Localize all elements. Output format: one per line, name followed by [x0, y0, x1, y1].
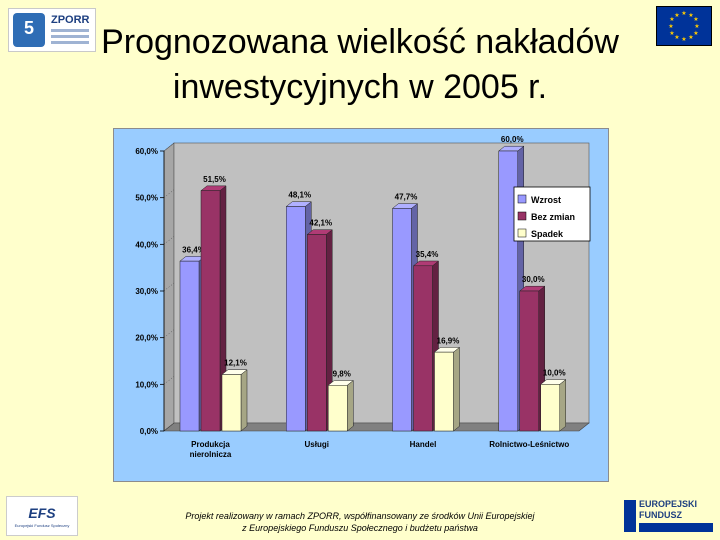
y-tick-label: 10,0%	[135, 380, 158, 389]
bar	[286, 206, 306, 432]
bar	[413, 265, 433, 432]
footer-line1: Projekt realizowany w ramach ZPORR, wspó…	[185, 511, 535, 521]
x-category-label: Handel	[410, 440, 437, 449]
bar	[179, 260, 200, 432]
y-tick-guide	[163, 329, 175, 338]
legend-swatch	[517, 194, 527, 204]
data-label: 12,1%	[224, 359, 247, 368]
footer-note: Projekt realizowany w ramach ZPORR, wspó…	[140, 510, 580, 534]
fundusz-logo-line1: EUROPEJSKI	[639, 499, 698, 509]
svg-text:★: ★	[693, 30, 698, 37]
chart-frame: 0,0% 10,0% 20,0% 30,0% 40,0% 50,0% 60,0% 36,4% 5…	[113, 128, 609, 482]
svg-text:★: ★	[693, 16, 698, 23]
legend-label: Wzrost	[531, 195, 561, 205]
bar-side	[240, 369, 248, 432]
x-category-label: Produkcja	[191, 440, 230, 449]
y-tick-label: 0,0%	[140, 427, 158, 436]
svg-text:★: ★	[688, 12, 693, 19]
svg-text:★: ★	[674, 12, 679, 19]
page-title: Prognozowana wielkość nakładów inwestycy…	[40, 20, 680, 110]
y-tick-guide	[163, 236, 175, 245]
zporr-logo-lines	[51, 29, 89, 47]
zporr-logo-number: 5	[23, 18, 34, 38]
x-category-label: nierolnicza	[190, 450, 232, 459]
y-tick-guide	[163, 376, 175, 385]
svg-text:★: ★	[694, 23, 699, 30]
bar	[328, 385, 348, 432]
y-tick-label: 40,0%	[135, 240, 158, 249]
fundusz-logo-text: EUROPEJSKI FUNDUSZ	[639, 499, 713, 521]
svg-text:★: ★	[668, 23, 673, 30]
svg-text:★: ★	[674, 34, 679, 41]
data-label: 60,0%	[501, 135, 524, 144]
efs-logo-subtext: Europejski Fundusz Społeczny	[14, 523, 70, 528]
bar	[221, 374, 242, 432]
y-tick-guide	[163, 422, 175, 432]
legend-label: Spadek	[531, 229, 564, 239]
data-label: 36,4%	[182, 245, 205, 254]
svg-text:★: ★	[669, 16, 674, 23]
page-title-line1: Prognozowana wielkość nakładów	[101, 23, 619, 61]
bar	[434, 351, 454, 432]
fundusz-logo-strip	[639, 523, 713, 532]
zporr-logo: 5 ZPORR	[8, 8, 96, 52]
page-title-line2: inwestycyjnych w 2005 r.	[172, 68, 548, 106]
svg-text:★: ★	[681, 10, 686, 17]
x-category-label: Rolnictwo-Leśnictwo	[489, 440, 569, 449]
footer-line2: z Europejskiego Funduszu Społecznego i b…	[242, 523, 478, 533]
y-tick-label: 30,0%	[135, 287, 158, 296]
data-label: 10,0%	[543, 369, 566, 378]
data-label: 30,0%	[522, 275, 545, 284]
legend-swatch	[517, 228, 527, 238]
y-tick-guide	[163, 282, 175, 292]
bar-side	[453, 346, 460, 432]
y-tick-label: 50,0%	[135, 194, 158, 203]
legend-swatch	[517, 211, 527, 221]
data-label: 42,1%	[309, 219, 332, 228]
bar	[519, 290, 539, 432]
legend-label: Bez zmian	[531, 212, 575, 222]
bar	[392, 208, 412, 432]
svg-text:★: ★	[681, 36, 686, 43]
zporr-logo-mark: 5	[13, 13, 45, 47]
fundusz-logo-line2: FUNDUSZ	[639, 510, 682, 520]
bar-side	[559, 379, 566, 432]
bar	[307, 234, 327, 432]
svg-text:★: ★	[688, 34, 693, 41]
fundusz-logo-bar	[624, 500, 636, 532]
efs-logo: EFS Europejski Fundusz Społeczny	[6, 496, 78, 536]
data-label: 47,7%	[395, 193, 418, 202]
efs-logo-text: EFS	[28, 505, 56, 521]
y-tick-label: 60,0%	[135, 147, 158, 156]
y-tick-guide	[163, 142, 175, 152]
bar	[540, 384, 560, 432]
data-label: 9,8%	[333, 369, 351, 378]
x-category-label: Usługi	[305, 440, 329, 449]
bar-chart: 0,0% 10,0% 20,0% 30,0% 40,0% 50,0% 60,0% 36,4% 5…	[135, 135, 591, 459]
y-tick-guide	[163, 189, 175, 198]
legend-box	[513, 186, 591, 242]
zporr-logo-name: ZPORR	[51, 14, 90, 26]
svg-text:★: ★	[669, 30, 674, 37]
data-label: 16,9%	[437, 336, 460, 345]
bar	[498, 150, 518, 432]
fundusz-spoleczny-logo: EUROPEJSKI FUNDUSZ	[624, 498, 714, 534]
bar-side	[347, 379, 354, 432]
y-tick-label: 20,0%	[135, 334, 158, 343]
data-label: 35,4%	[416, 250, 439, 259]
eu-flag-icon: ★ ★ ★ ★ ★ ★ ★ ★ ★ ★ ★ ★	[656, 6, 712, 46]
data-label: 48,1%	[288, 191, 311, 200]
data-label: 51,5%	[203, 175, 226, 184]
bar	[200, 190, 221, 432]
